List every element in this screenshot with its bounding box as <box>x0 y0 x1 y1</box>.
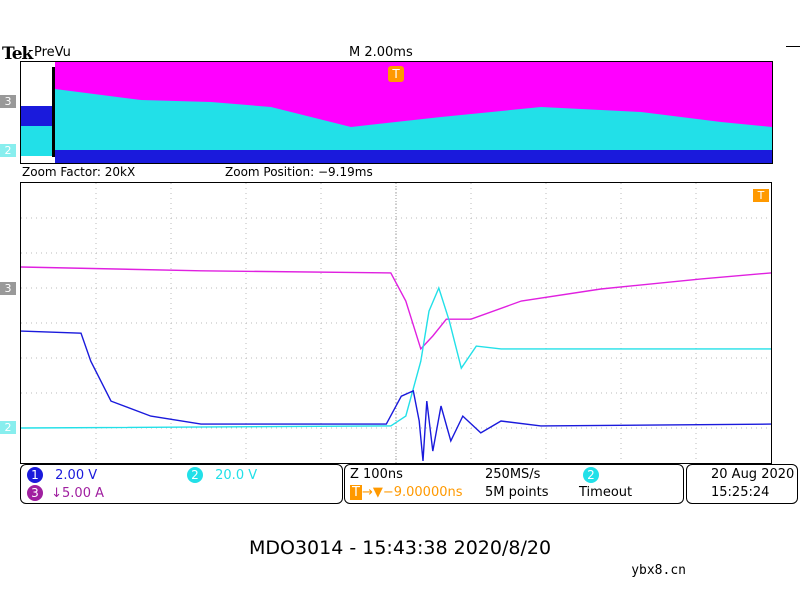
record-length: 5M points <box>485 485 549 500</box>
ch1-waveform <box>20 330 772 461</box>
ch2-waveform <box>20 285 771 429</box>
trigger-icon: T <box>350 485 362 500</box>
trigger-position[interactable]: T →▼−9.00000ns <box>350 485 463 500</box>
divider <box>786 46 800 47</box>
watermark: ybx8.cn <box>631 563 686 578</box>
ch3-preview-marker: 3 <box>0 95 16 108</box>
trigger-position-marker: T <box>388 66 404 82</box>
zoom-position: Zoom Position: −9.19ms <box>225 165 373 179</box>
ch3-badge: 3 <box>27 485 43 501</box>
preview-svg <box>21 62 772 163</box>
ch2-preview-marker: 2 <box>0 144 16 157</box>
trigger-mode[interactable]: Timeout <box>579 485 633 500</box>
preview-pre-blue <box>21 106 55 126</box>
tek-logo: Tek <box>2 44 33 64</box>
datetime-panel: 20 Aug 2020 15:25:24 <box>686 464 798 504</box>
caption: MDO3014 - 15:43:38 2020/8/20 <box>248 537 552 559</box>
preview-cyan-envelope <box>55 89 772 155</box>
channel-settings-panel: 1 2.00 V 2 20.0 V 3 ↓5.00 A <box>20 464 343 504</box>
ch2-badge: 2 <box>187 467 203 483</box>
trigger-level-marker[interactable]: T <box>753 189 769 202</box>
ch3-setting[interactable]: 3 ↓5.00 A <box>27 485 104 501</box>
preview-pre-cyan <box>21 126 55 156</box>
sample-rate: 250MS/s <box>485 467 541 482</box>
ch2-ground-marker[interactable]: 2 <box>0 421 16 434</box>
time: 15:25:24 <box>711 485 770 500</box>
ch1-badge: 1 <box>27 467 43 483</box>
acquisition-panel: Z 100ns T →▼−9.00000ns 250MS/s 5M points … <box>344 464 684 504</box>
trigger-position-value: →▼−9.00000ns <box>361 485 463 500</box>
ch3-ground-marker[interactable]: 3 <box>0 282 16 295</box>
preview-overview-waveform[interactable] <box>20 61 773 164</box>
preview-blue-band <box>55 150 772 163</box>
acquisition-mode: PreVu <box>34 45 71 60</box>
ch1-setting[interactable]: 1 2.00 V <box>27 467 97 483</box>
trigger-source-badge: 2 <box>583 467 599 483</box>
ch1-scale: 2.00 V <box>55 468 98 483</box>
ch3-waveform <box>20 266 772 351</box>
trigger-source[interactable]: 2 <box>583 467 599 483</box>
zoom-timebase[interactable]: Z 100ns <box>350 467 403 482</box>
ch2-scale: 20.0 V <box>215 468 258 483</box>
waveform-graticule[interactable] <box>20 182 772 464</box>
graticule-svg <box>20 183 772 463</box>
main-timebase: M 2.00ms <box>349 45 413 60</box>
zoom-factor: Zoom Factor: 20kX <box>22 165 136 179</box>
ch2-setting[interactable]: 2 20.0 V <box>187 467 257 483</box>
ch3-scale: ↓5.00 A <box>51 486 105 501</box>
zoom-window-marker[interactable] <box>52 67 55 157</box>
date: 20 Aug 2020 <box>711 467 795 482</box>
